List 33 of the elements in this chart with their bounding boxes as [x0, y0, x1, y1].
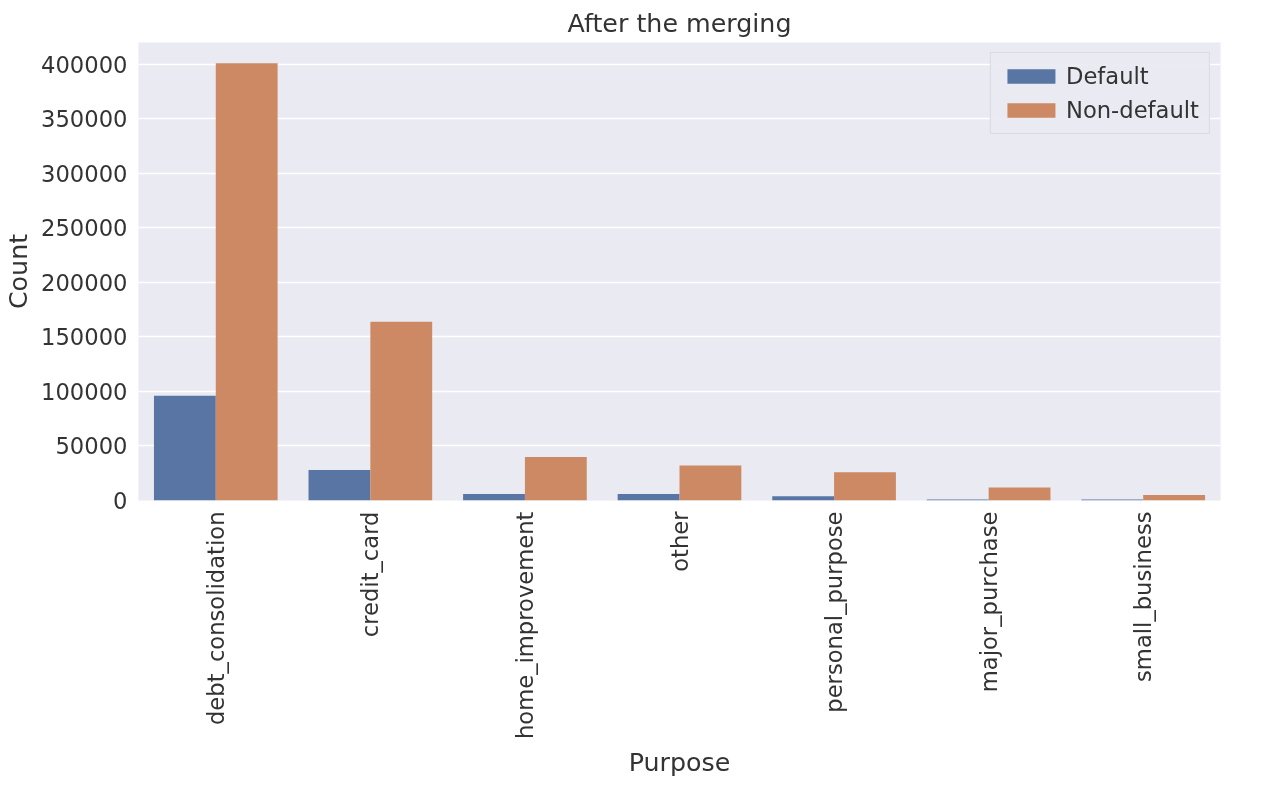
- y-tick-label: 300000: [41, 160, 128, 187]
- bar: [215, 63, 278, 501]
- y-tick-label: 200000: [41, 269, 128, 296]
- y-tick-label: 400000: [41, 51, 128, 78]
- bar: [988, 487, 1051, 501]
- y-tick-label: 50000: [55, 433, 128, 460]
- y-tick-label: 0: [113, 488, 128, 514]
- legend-label: Default: [1065, 63, 1149, 89]
- y-tick-label: 250000: [41, 215, 128, 242]
- x-tick-label: other: [666, 510, 693, 572]
- bar: [463, 493, 525, 501]
- x-tick-label: debt_consolidation: [202, 511, 229, 726]
- bar: [370, 321, 433, 501]
- x-tick-label: personal_purpose: [821, 511, 848, 713]
- y-tick-label: 150000: [41, 324, 128, 351]
- bar: [153, 395, 216, 501]
- legend-label: Non-default: [1065, 97, 1199, 123]
- chart-title: After the merging: [567, 7, 792, 38]
- x-tick-label: small_business: [1130, 511, 1157, 682]
- bar: [772, 496, 835, 501]
- bar: [1143, 495, 1206, 501]
- bar: [308, 469, 371, 501]
- x-axis-title: Purpose: [628, 747, 731, 778]
- y-axis-title: Count: [3, 233, 34, 310]
- x-tick-label: credit_card: [357, 511, 384, 638]
- y-tick-label: 100000: [41, 378, 128, 405]
- x-tick-label: major_purchase: [975, 511, 1002, 693]
- y-tick-label: 350000: [41, 106, 128, 133]
- bar: [834, 472, 896, 501]
- bar: [617, 493, 680, 501]
- bar: [679, 465, 742, 501]
- bar: [524, 456, 587, 501]
- x-tick-label: home_improvement: [511, 511, 538, 740]
